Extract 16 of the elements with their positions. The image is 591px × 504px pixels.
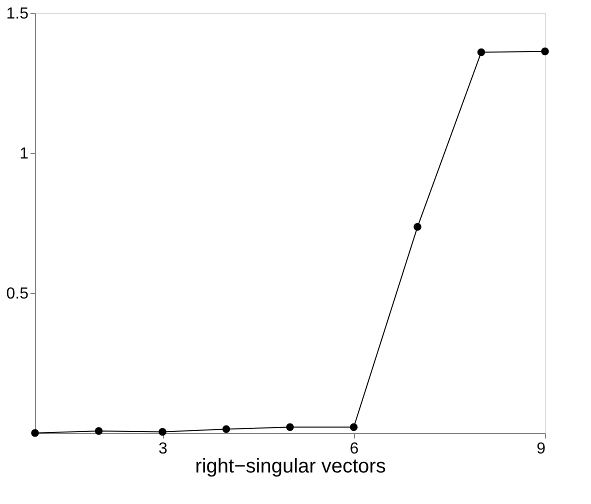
point [350, 423, 358, 431]
point [286, 423, 294, 431]
x-tick-label: 9 [536, 440, 546, 458]
point [414, 223, 422, 231]
y-tick-label: 1.5 [6, 6, 29, 22]
point [94, 427, 103, 435]
y-tick-label: 1 [20, 146, 29, 162]
x-axis-title: right−singular vectors [195, 456, 386, 478]
point [541, 47, 549, 56]
y-tick-label: 0.5 [6, 286, 29, 302]
x-tick-label: 3 [158, 440, 168, 458]
point [31, 429, 39, 437]
point [158, 428, 166, 436]
x-tick-label: 6 [350, 440, 359, 458]
point [477, 48, 486, 56]
point [222, 425, 230, 433]
